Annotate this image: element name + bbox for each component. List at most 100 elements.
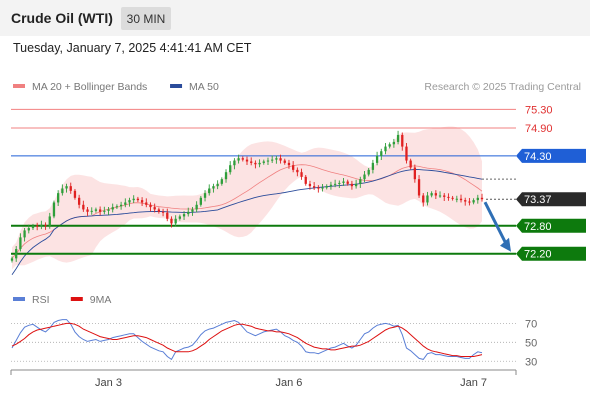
candle-body <box>380 151 383 156</box>
pivot-tag <box>516 148 586 163</box>
candle-body <box>396 134 400 142</box>
candle-body <box>262 161 265 163</box>
legend-swatch <box>13 84 25 88</box>
candle-body <box>296 169 299 173</box>
bollinger-fill <box>12 126 482 270</box>
current-price-label: 73.37 <box>524 194 552 206</box>
candle-body <box>174 218 177 224</box>
legend-label: MA 50 <box>189 81 219 93</box>
candle-body <box>464 200 467 202</box>
x-axis: Jan 3 Jan 6 Jan 7 <box>10 369 517 389</box>
candle-body <box>325 186 328 188</box>
resistance-label: 75.30 <box>525 104 553 116</box>
candle-body <box>317 187 320 189</box>
candle-body <box>401 134 404 147</box>
candle-body <box>363 174 366 180</box>
candle-body <box>224 172 228 180</box>
chart-legend: MA 20 + Bollinger Bands MA 50 <box>13 81 219 93</box>
candle-body <box>199 197 202 205</box>
candle-body <box>413 167 417 180</box>
ma50-line <box>11 169 483 275</box>
candle-body <box>195 204 198 210</box>
support-tag <box>516 218 586 233</box>
candle-body <box>203 193 207 198</box>
copyright-text: Research © 2025 Trading Central <box>424 81 581 93</box>
candle-body <box>27 228 30 231</box>
candle-body <box>443 195 446 197</box>
rsi-ma-line <box>11 322 483 357</box>
candle-body <box>191 209 194 212</box>
resistance-label: 74.90 <box>525 123 553 135</box>
candle-body <box>178 216 182 219</box>
candle-body <box>77 197 81 205</box>
rsi-level-label: 50 <box>525 337 537 349</box>
candle-body <box>447 196 450 198</box>
support-label: 72.20 <box>524 249 552 261</box>
candle-body <box>182 214 186 217</box>
candle-body <box>342 181 345 183</box>
price-labels: 75.30 74.90 74.30 73.37 72.80 72.20 <box>516 104 586 261</box>
candle-body <box>329 184 333 187</box>
forecast-arrow-shaft <box>483 201 508 245</box>
rsi-legend-label: RSI <box>32 294 50 306</box>
legend-label: MA 20 + Bollinger Bands <box>32 81 147 93</box>
candle-body <box>98 209 102 212</box>
candle-body <box>48 216 51 226</box>
candle-body <box>371 162 375 170</box>
candle-body <box>44 224 47 226</box>
candle-body <box>250 161 253 163</box>
candle-body <box>430 193 433 196</box>
candle-body <box>312 186 316 188</box>
candle-body <box>90 210 93 212</box>
candle-body <box>321 187 324 189</box>
candle-body <box>258 162 261 165</box>
candle-body <box>208 188 211 194</box>
candle-body <box>300 172 303 177</box>
candle-body <box>82 204 85 210</box>
candle-body <box>86 209 89 212</box>
candle-body <box>52 202 56 217</box>
candle-body <box>107 209 110 211</box>
bollinger-bands <box>11 126 483 275</box>
candle-body <box>367 169 370 175</box>
candle-body <box>61 188 64 194</box>
candle-body <box>350 183 354 187</box>
candle-body <box>166 212 169 219</box>
candle-body <box>69 186 72 191</box>
candle-body <box>136 198 140 201</box>
rsi-legend-label: 9MA <box>90 294 112 306</box>
candle-body <box>149 204 152 208</box>
candle-body <box>476 197 479 201</box>
candle-body <box>480 197 484 200</box>
candle-body <box>271 159 274 161</box>
candle-body <box>451 197 454 199</box>
legend-swatch <box>170 84 183 88</box>
candle-body <box>388 144 391 147</box>
candle-body <box>455 198 458 200</box>
price-levels <box>11 108 516 255</box>
candle-body <box>103 210 106 212</box>
rsi-legend-swatch <box>70 297 83 301</box>
candle-body <box>212 186 215 189</box>
candle-body <box>94 209 98 211</box>
timeframe-button[interactable]: 30 MIN <box>121 7 171 30</box>
candle-body <box>170 218 173 224</box>
candle-body <box>140 200 144 203</box>
x-tick-label: Jan 3 <box>95 377 122 389</box>
candle-body <box>73 190 77 198</box>
candle-body <box>124 202 127 205</box>
candle-body <box>266 160 270 162</box>
candle-body <box>15 249 18 259</box>
rsi-level-label: 30 <box>525 356 537 368</box>
candle-body <box>426 195 429 203</box>
candle-body <box>459 198 463 201</box>
candle-body <box>31 225 35 229</box>
candle-body <box>145 202 148 205</box>
rsi-legend-swatch <box>13 297 25 301</box>
candle-body <box>287 162 291 166</box>
support-label: 72.80 <box>524 221 552 233</box>
candle-body <box>254 162 257 165</box>
candle-body <box>128 200 131 203</box>
header-bar: Crude Oil (WTI) 30 MIN <box>0 0 590 36</box>
